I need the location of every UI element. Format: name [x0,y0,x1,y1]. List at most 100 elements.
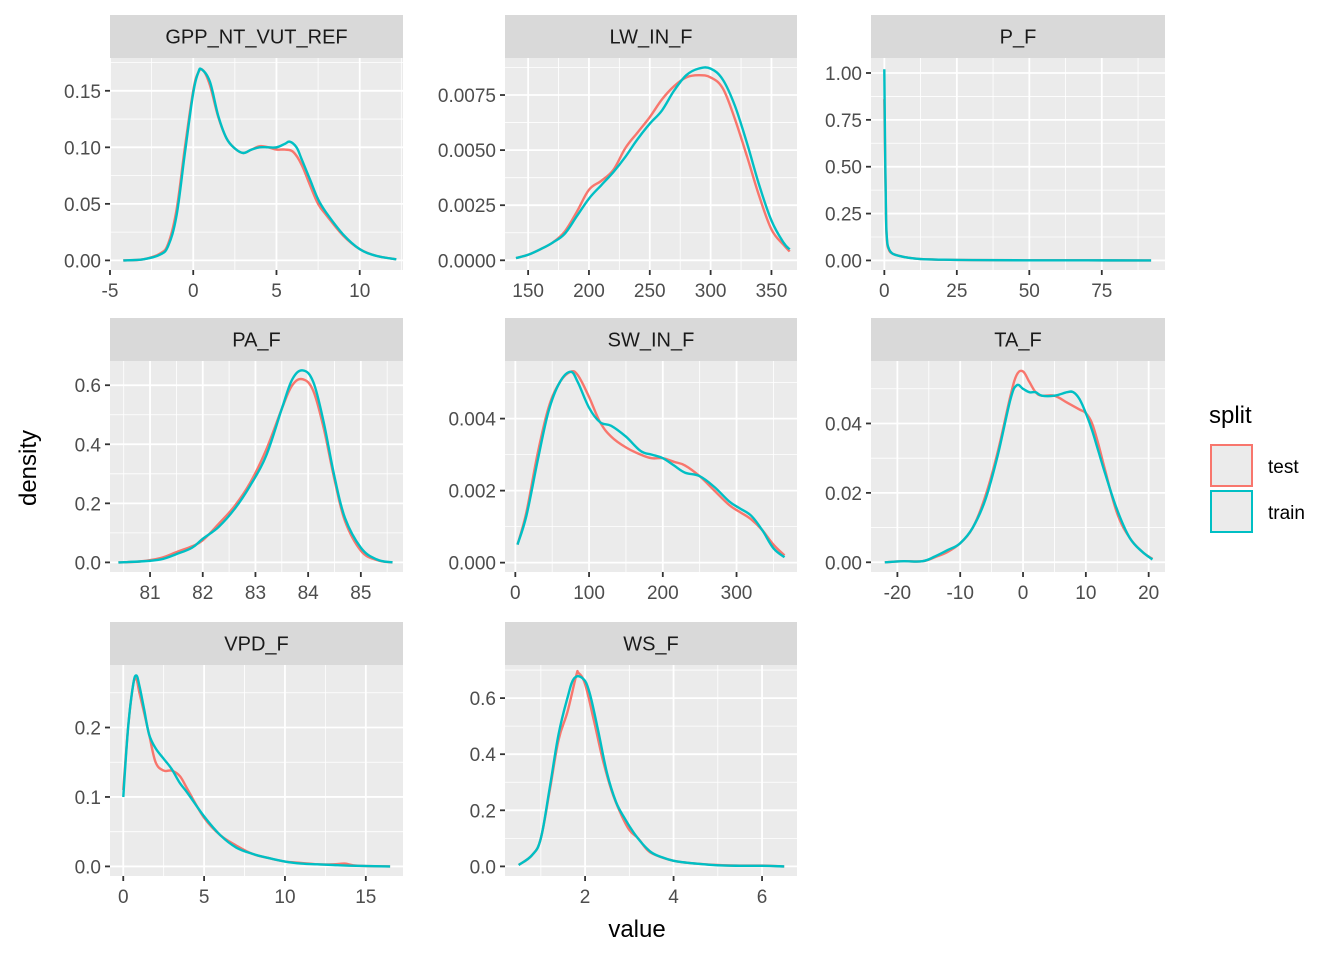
y-tick-label: 0.15 [64,82,101,103]
facet-panels: GPP_NT_VUT_REF-5 0 5 100.000.050.100.15LW_I… [64,15,1165,908]
y-tick-label: 0.0000 [438,251,496,272]
legend: split test train [1209,402,1305,533]
strip-ws-f [505,622,797,665]
strip-label: GPP_NT_VUT_REF [165,27,347,49]
y-tick-label: 0.6 [470,689,496,710]
strip-lw-in-f [505,15,797,58]
legend-key-test [1210,444,1253,487]
legend-key-train [1210,490,1253,533]
panel-vpd-f: VPD_F 0 5 10 15 0.0 0.1 0.2 [75,622,403,908]
y-tick-label: 0.2 [470,801,496,822]
strip-p-f [871,15,1165,58]
panel-ta-f: TA_F -20 -10 0 10 20 0.00 0.02 0.04 [825,318,1165,604]
x-tick-label: 4 [668,887,679,908]
y-tick-label: 0.0025 [438,196,496,217]
strip-label: SW_IN_F [608,330,695,352]
y-tick-label: 0.2 [75,494,101,515]
strip-label: VPD_F [224,634,288,656]
x-tick-label: 0 [510,583,521,604]
density-lines [122,674,391,868]
y-tick-label: 0.02 [825,484,862,505]
density-lines [883,69,1152,262]
panel-pa-f: PA_F 81 82 83 84 85 0.0 0.2 0.4 0.6 [75,318,403,604]
density-line-train [883,69,1152,262]
y-tick-label: 0.50 [825,158,862,179]
x-axis-title: value [608,916,665,943]
x-tick-label: 84 [298,583,320,604]
density-line-train [122,674,391,868]
x-tick-label: -10 [946,583,973,604]
y-tick-label: 0.002 [448,482,496,503]
panel-background [871,58,1165,270]
density-line-test [515,73,791,260]
x-tick-label: 82 [192,583,213,604]
x-tick-label: 0 [879,281,890,302]
density-line-train [118,369,393,564]
y-tick-label: 0.004 [448,410,496,431]
panel-background [110,58,403,270]
legend-item-train: train [1210,490,1305,533]
x-tick-label: 10 [349,281,370,302]
density-line-train [515,66,791,260]
y-tick-label: 0.00 [64,251,101,272]
strip-sw-in-f [505,318,797,361]
x-tick-label: 10 [274,887,295,908]
strip-gpp-nt-vut-ref [110,15,403,58]
x-tick-label: 5 [271,281,282,302]
x-tick-label: 5 [199,887,210,908]
panel-p-f: P_F 0 25 50 75 0.00 0.25 0.50 0.75 1.00 [825,15,1165,302]
density-lines [515,66,791,260]
strip-label: WS_F [623,634,679,656]
legend-label-test: test [1268,457,1299,478]
x-tick-label: 83 [245,583,266,604]
strip-label: PA_F [232,330,281,352]
panel-sw-in-f: SW_IN_F 0 100 200 300 0.000 0.002 0.004 [448,318,797,604]
legend-label-train: train [1268,503,1305,524]
panel-gpp-nt-vut-ref: GPP_NT_VUT_REF -5 0 5 10 0.00 0.05 0.10 0.15 [64,15,403,302]
y-tick-label: 0.4 [75,435,102,456]
y-tick-label: 0.2 [75,719,101,740]
x-tick-label: 150 [512,281,544,302]
strip-label: P_F [1000,27,1037,49]
x-tick-label: 10 [1075,583,1096,604]
strip-vpd-f [110,622,403,665]
legend-title: split [1209,402,1252,429]
y-tick-label: 0.6 [75,376,101,397]
x-tick-label: 0 [188,281,199,302]
x-tick-label: 300 [695,281,727,302]
density-line-train [123,67,397,262]
x-tick-label: 50 [1019,281,1040,302]
y-tick-label: 1.00 [825,64,862,85]
x-tick-label: 75 [1091,281,1112,302]
x-tick-label: 0 [118,887,129,908]
x-tick-label: 20 [1138,583,1159,604]
x-tick-label: 25 [946,281,967,302]
y-axis-title: density [15,430,42,506]
density-lines [884,369,1154,564]
x-tick-label: 0 [1018,583,1029,604]
strip-label: LW_IN_F [610,27,693,49]
x-tick-label: 250 [634,281,666,302]
x-tick-label: 200 [647,583,679,604]
x-tick-label: 100 [573,583,605,604]
density-line-train [884,383,1154,564]
panel-lw-in-f: LW_IN_F 150 200 250 300 350 0.0000 0.0025 0.0050… [438,15,797,302]
x-tick-label: -5 [102,281,119,302]
x-tick-label: -20 [884,583,911,604]
panel-background [110,361,403,572]
y-tick-label: 0.0050 [438,141,496,162]
panel-background [871,361,1165,572]
y-tick-label: 0.10 [64,138,101,159]
y-tick-label: 0.1 [75,788,101,809]
y-tick-label: 0.0 [75,857,101,878]
x-tick-label: 300 [721,583,753,604]
panel-ws-f: WS_F 2 4 6 0.0 0.2 0.4 0.6 [470,622,797,908]
x-tick-label: 350 [756,281,788,302]
y-tick-label: 0.0 [75,553,101,574]
panel-background [505,665,797,876]
density-lines [123,67,397,262]
density-line-train [517,674,785,868]
x-tick-label: 2 [580,887,591,908]
strip-label: TA_F [994,330,1041,352]
y-tick-label: 0.0075 [438,86,496,107]
